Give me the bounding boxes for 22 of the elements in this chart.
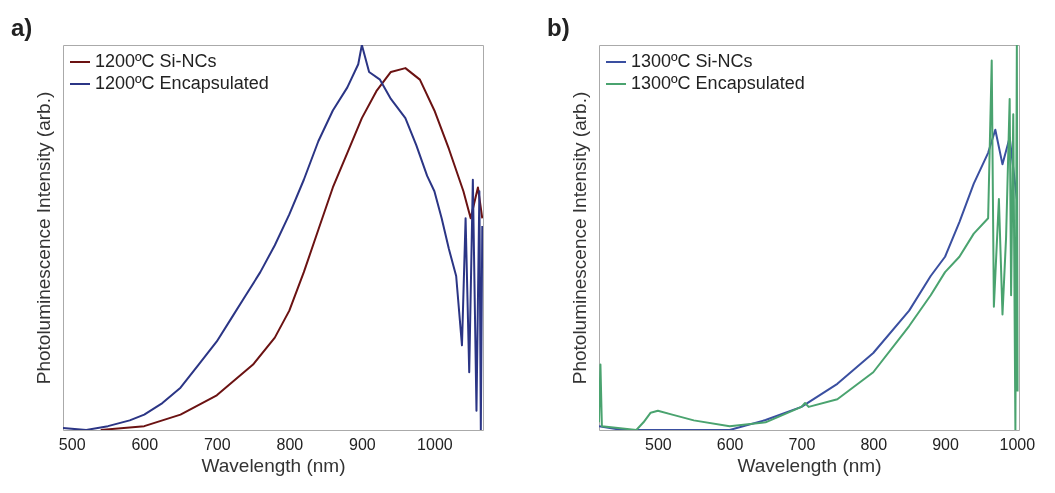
- legend-label: 1200ºC Si-NCs: [95, 51, 217, 71]
- x-tick-label: 600: [131, 435, 159, 453]
- chart-title: b): [547, 14, 570, 41]
- x-axis-title: Wavelength (nm): [737, 454, 882, 476]
- x-tick-label: 800: [860, 435, 888, 453]
- y-axis-title: Photoluminescence Intensity (arb.): [568, 91, 590, 385]
- x-tick-label: 1000: [417, 435, 453, 453]
- legend-label: 1200ºC Encapsulated: [95, 73, 269, 93]
- x-tick-label: 600: [716, 435, 744, 453]
- x-tick-label: 500: [58, 435, 86, 453]
- x-tick-label: 800: [276, 435, 304, 453]
- x-tick-label: 900: [349, 435, 376, 453]
- x-tick-label: 700: [203, 435, 231, 453]
- x-tick-label: 500: [645, 435, 672, 453]
- y-axis-title: Photoluminescence Intensity (arb.): [32, 91, 54, 385]
- chart-title: a): [11, 14, 33, 41]
- x-tick-label: 900: [932, 435, 959, 453]
- x-tick-label: 700: [788, 435, 816, 453]
- legend-label: 1300ºC Si-NCs: [631, 51, 753, 71]
- x-axis-title: Wavelength (nm): [201, 454, 346, 476]
- x-tick-label: 1000: [999, 435, 1036, 453]
- legend-label: 1300ºC Encapsulated: [631, 73, 805, 93]
